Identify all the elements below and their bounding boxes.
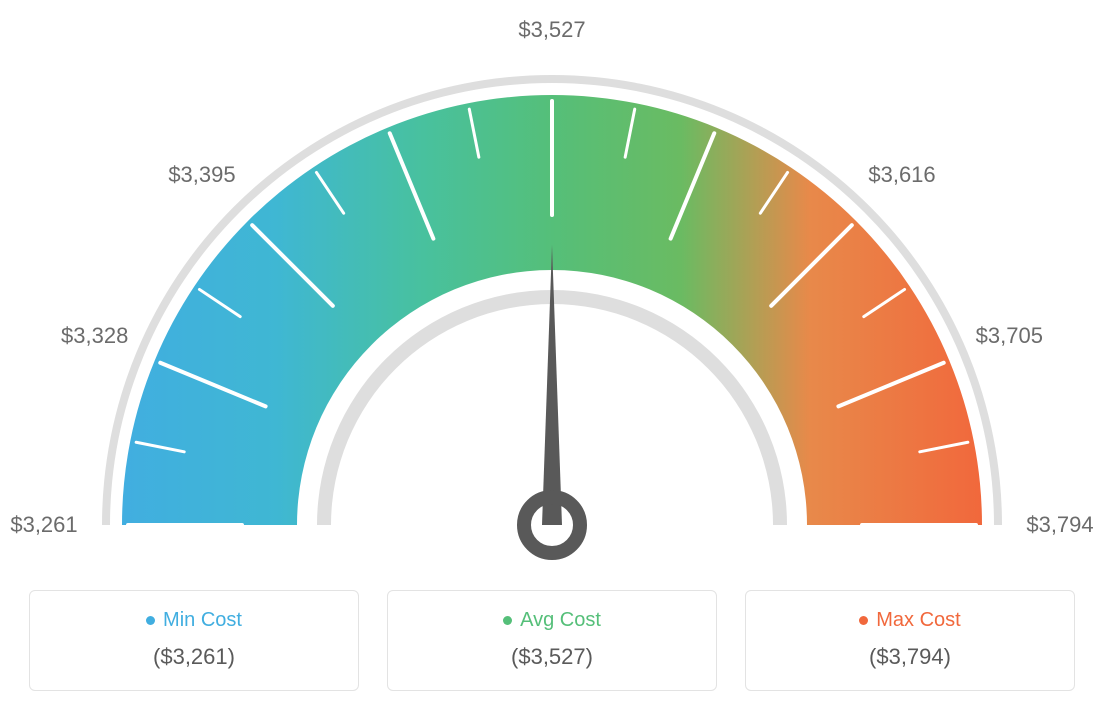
legend-card-max: Max Cost ($3,794): [745, 590, 1075, 691]
gauge-tick-label: $3,616: [868, 162, 935, 188]
gauge-svg: [20, 20, 1084, 560]
dot-icon: [859, 616, 868, 625]
legend-value-avg: ($3,527): [398, 644, 706, 670]
gauge-tick-label: $3,328: [61, 323, 128, 349]
dot-icon: [503, 616, 512, 625]
legend-title-min: Min Cost: [146, 609, 242, 632]
gauge-tick-label: $3,395: [168, 162, 235, 188]
gauge-tick-label: $3,705: [976, 323, 1043, 349]
legend-row: Min Cost ($3,261) Avg Cost ($3,527) Max …: [20, 590, 1084, 691]
dot-icon: [146, 616, 155, 625]
legend-title-max: Max Cost: [859, 609, 960, 632]
gauge-chart: $3,261$3,328$3,395$3,527$3,616$3,705$3,7…: [20, 20, 1084, 560]
gauge-tick-label: $3,527: [518, 17, 585, 43]
legend-value-max: ($3,794): [756, 644, 1064, 670]
legend-title-avg: Avg Cost: [503, 609, 601, 632]
gauge-tick-label: $3,794: [1026, 512, 1093, 538]
legend-card-min: Min Cost ($3,261): [29, 590, 359, 691]
legend-title-text: Avg Cost: [520, 609, 601, 632]
legend-title-text: Max Cost: [876, 609, 960, 632]
legend-title-text: Min Cost: [163, 609, 242, 632]
legend-value-min: ($3,261): [40, 644, 348, 670]
legend-card-avg: Avg Cost ($3,527): [387, 590, 717, 691]
gauge-tick-label: $3,261: [10, 512, 77, 538]
